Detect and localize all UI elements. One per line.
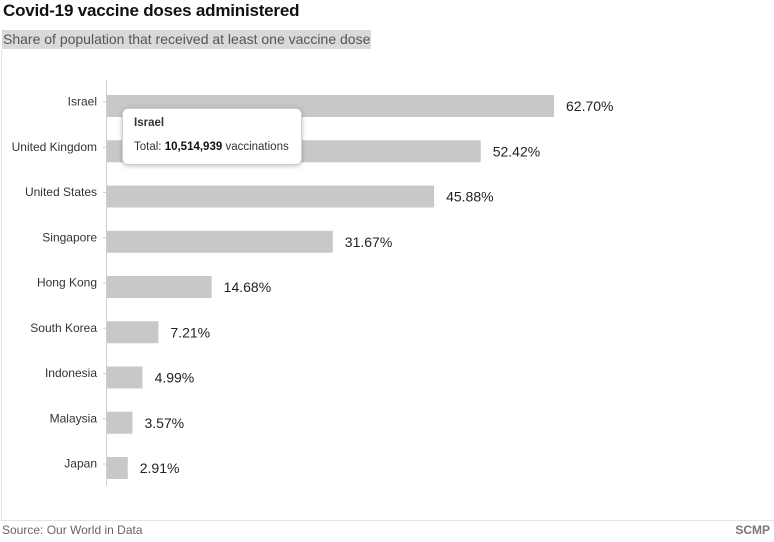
category-label: Singapore xyxy=(42,230,97,244)
category-label: South Korea xyxy=(30,321,97,335)
category-label: Israel xyxy=(68,95,97,109)
footer-divider xyxy=(0,520,774,521)
bar[interactable] xyxy=(107,276,212,298)
brand-logo: SCMP xyxy=(735,523,770,537)
data-label: 52.42% xyxy=(493,143,540,159)
category-label: United Kingdom xyxy=(12,140,97,154)
category-label: Indonesia xyxy=(45,366,97,380)
tooltip-body: Total: 10,514,939 vaccinations xyxy=(134,141,290,153)
tooltip-country: Israel xyxy=(134,117,165,129)
data-label: 14.68% xyxy=(224,279,271,295)
tooltip-value: 10,514,939 xyxy=(164,141,223,153)
bar[interactable] xyxy=(107,366,143,389)
frame-divider xyxy=(1,50,2,520)
bar-chart: Israel 62.70% United Kingdom 52.42% United S… xyxy=(12,80,613,486)
category-label: Japan xyxy=(64,457,97,471)
data-label: 45.88% xyxy=(446,189,493,205)
data-label: 4.99% xyxy=(155,370,195,386)
data-label: 31.67% xyxy=(345,234,392,250)
data-label: 3.57% xyxy=(144,415,184,431)
tooltip-suffix: vaccinations xyxy=(222,141,289,153)
tooltip: Israel Total: 10,514,939 vaccinations xyxy=(122,108,302,165)
bar[interactable] xyxy=(107,185,435,208)
tooltip-prefix: Total: xyxy=(134,141,165,153)
bar[interactable] xyxy=(107,411,133,434)
category-label: Malaysia xyxy=(50,411,98,425)
data-label: 7.21% xyxy=(170,324,210,340)
category-label: United States xyxy=(25,185,97,199)
bar[interactable] xyxy=(107,230,333,253)
chart-title: Covid-19 vaccine doses administered xyxy=(3,1,300,20)
data-label: 62.70% xyxy=(566,98,613,114)
data-label: 2.91% xyxy=(140,460,180,476)
bar[interactable] xyxy=(107,321,159,344)
source-note: Source: Our World in Data xyxy=(2,523,143,537)
bar[interactable] xyxy=(107,457,128,479)
chart-subtitle: Share of population that received at lea… xyxy=(2,30,372,49)
category-label: Hong Kong xyxy=(37,276,97,290)
